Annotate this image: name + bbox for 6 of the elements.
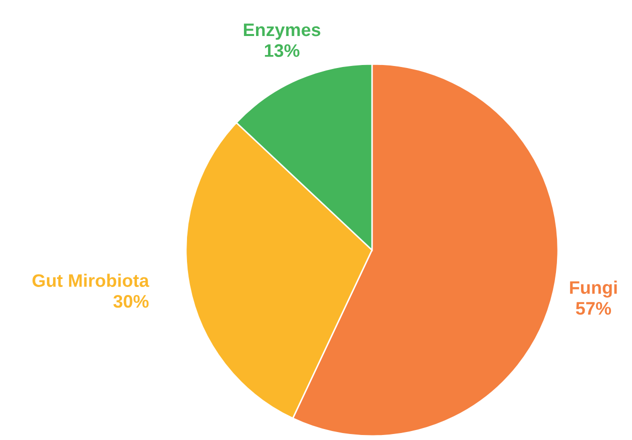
slice-label: Gut Mirobiota — [32, 274, 150, 287]
data-label: 13% — [264, 44, 300, 57]
slice-label: Fungi — [570, 280, 617, 298]
data-label: 57% — [576, 302, 612, 315]
data-label: 30% — [113, 294, 149, 308]
slice-label: Enzymes — [244, 24, 320, 40]
